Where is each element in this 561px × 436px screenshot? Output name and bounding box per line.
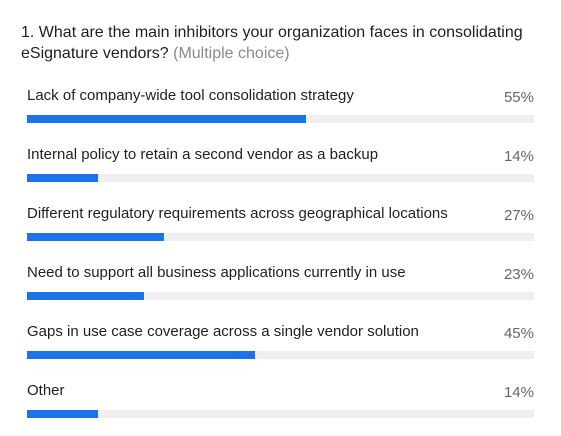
bar-track [27,115,534,123]
answer-percentage: 45% [503,325,534,342]
answer-label: Lack of company-wide tool consolidation … [27,87,354,104]
answer-row: Lack of company-wide tool consolidation … [27,87,534,127]
answer-label: Internal policy to retain a second vendo… [27,146,379,163]
bar-fill [27,233,164,241]
bar-track [27,233,534,241]
answer-row: Different regulatory requirements across… [27,205,534,245]
answer-label: Different regulatory requirements across… [27,205,448,222]
answer-label: Gaps in use case coverage across a singl… [27,323,419,340]
bar-fill [27,351,255,359]
bar-track [27,351,534,359]
bar-fill [27,115,306,123]
answer-row: Gaps in use case coverage across a singl… [27,323,534,363]
question-hint: (Multiple choice) [173,45,290,62]
bar-fill [27,410,98,418]
bar-fill [27,174,98,182]
bar-track [27,292,534,300]
answer-percentage: 14% [503,384,534,401]
answer-percentage: 23% [503,266,534,283]
bar-fill [27,292,144,300]
bar-track [27,410,534,418]
answer-percentage: 14% [503,148,534,165]
answer-row: Other 14% [27,382,534,422]
answer-label: Other [27,382,65,399]
question-text: 1. What are the main inhibitors your org… [21,24,523,62]
answer-label: Need to support all business application… [27,264,406,281]
answer-row: Internal policy to retain a second vendo… [27,146,534,186]
answer-percentage: 55% [503,89,534,106]
question-title: 1. What are the main inhibitors your org… [21,22,541,64]
answer-percentage: 27% [503,207,534,224]
bar-track [27,174,534,182]
answer-row: Need to support all business application… [27,264,534,304]
